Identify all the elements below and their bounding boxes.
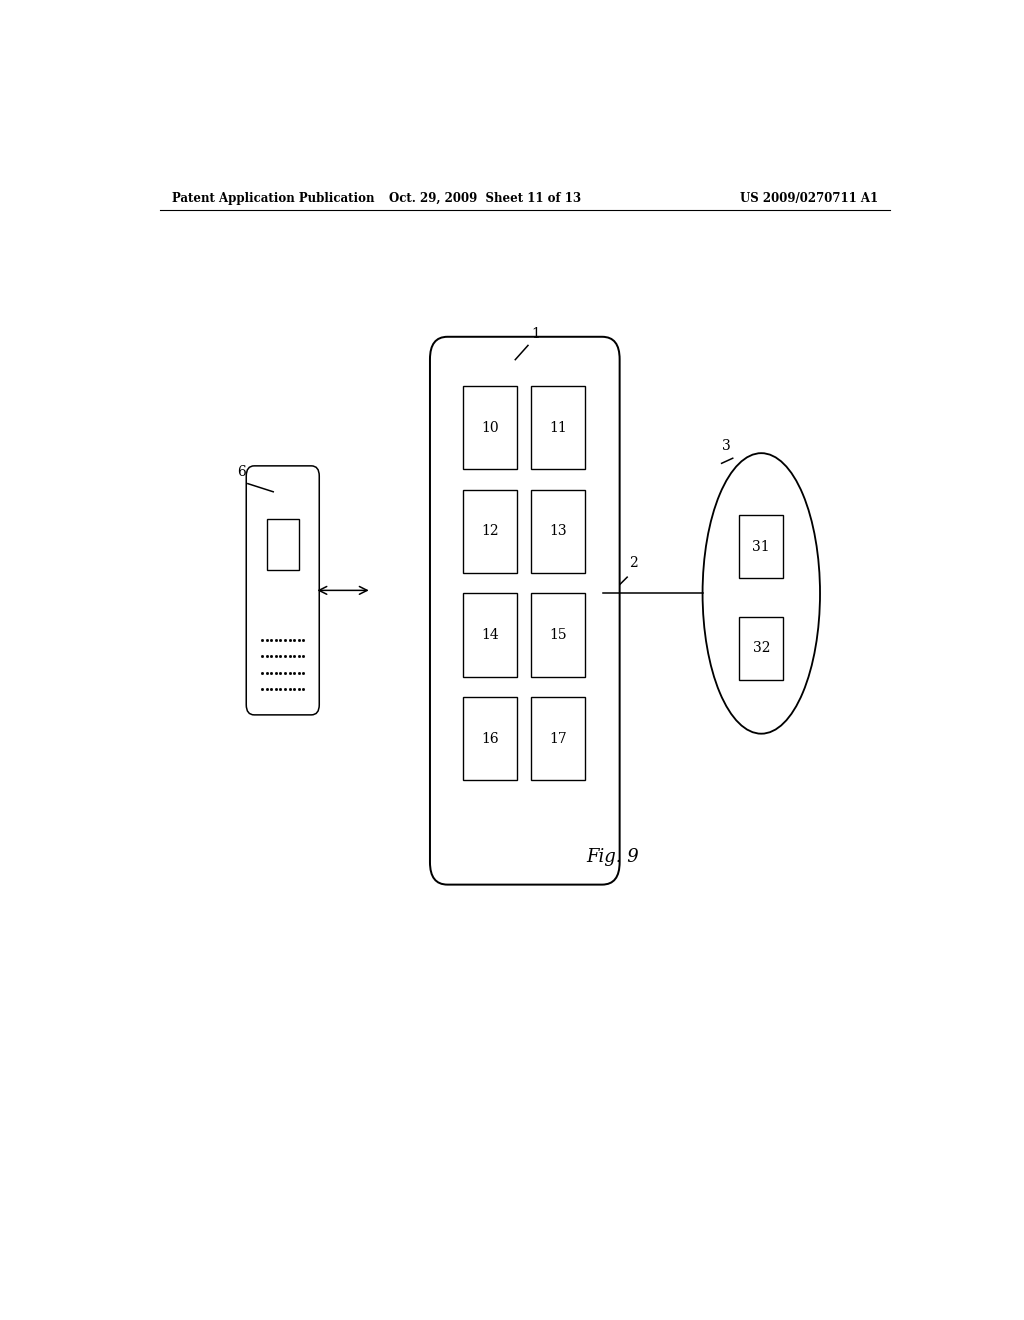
Bar <box>531 385 585 470</box>
Text: 17: 17 <box>549 731 567 746</box>
Ellipse shape <box>702 453 820 734</box>
FancyBboxPatch shape <box>246 466 319 715</box>
Text: 11: 11 <box>549 421 567 434</box>
Text: 14: 14 <box>481 628 499 642</box>
Text: 3: 3 <box>722 440 731 453</box>
Text: 13: 13 <box>549 524 567 539</box>
Text: 2: 2 <box>630 556 638 570</box>
Text: 15: 15 <box>549 628 567 642</box>
Bar <box>463 697 517 780</box>
Bar <box>267 520 299 570</box>
Text: Oct. 29, 2009  Sheet 11 of 13: Oct. 29, 2009 Sheet 11 of 13 <box>389 191 582 205</box>
Bar <box>531 490 585 573</box>
Bar <box>531 594 585 677</box>
Text: US 2009/0270711 A1: US 2009/0270711 A1 <box>739 191 878 205</box>
Text: 6: 6 <box>237 465 246 479</box>
Bar <box>463 385 517 470</box>
Text: Patent Application Publication: Patent Application Publication <box>172 191 374 205</box>
FancyBboxPatch shape <box>430 337 620 884</box>
Bar <box>463 490 517 573</box>
Text: 31: 31 <box>753 540 770 553</box>
Bar <box>463 594 517 677</box>
Bar <box>531 697 585 780</box>
Text: 12: 12 <box>481 524 499 539</box>
Text: 16: 16 <box>481 731 499 746</box>
Bar <box>739 515 783 578</box>
Bar <box>739 616 783 680</box>
Text: 32: 32 <box>753 642 770 655</box>
Text: Fig. 9: Fig. 9 <box>587 847 639 866</box>
Text: 1: 1 <box>531 327 540 342</box>
Text: 10: 10 <box>481 421 499 434</box>
